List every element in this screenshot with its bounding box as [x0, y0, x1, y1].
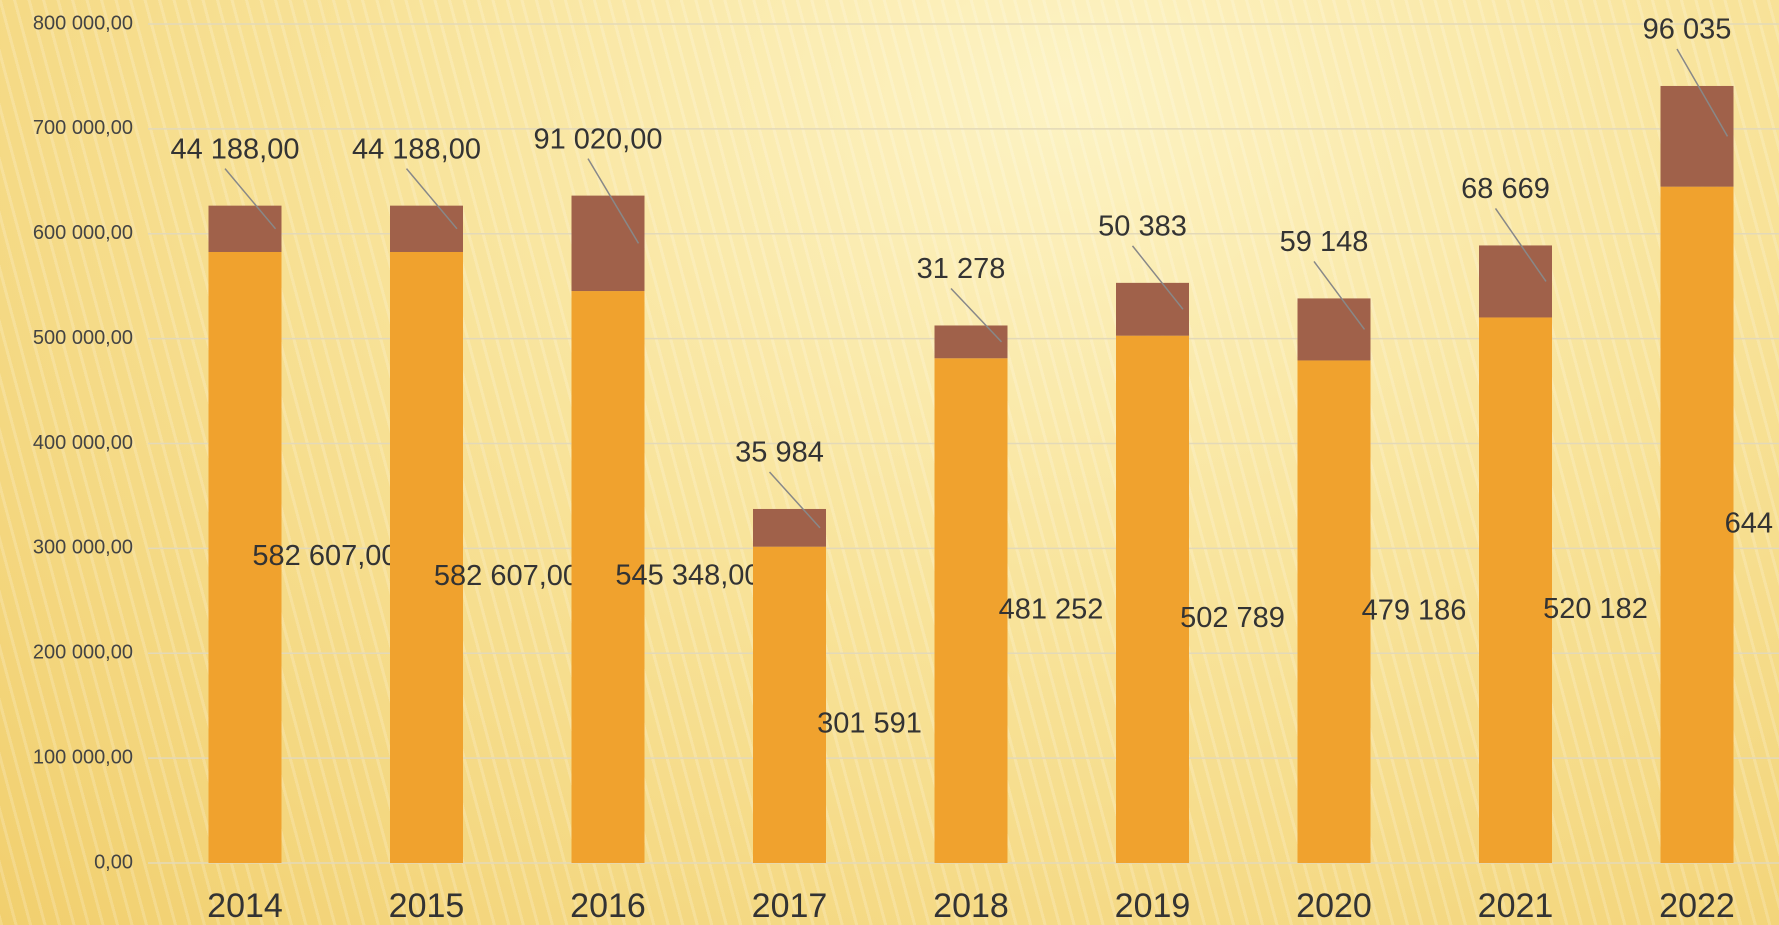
data-label: 502 789 — [1180, 602, 1285, 634]
x-tick-label: 2022 — [1659, 887, 1735, 925]
bar-segment — [1116, 282, 1189, 336]
data-label: 31 278 — [917, 253, 1006, 285]
y-tick-label: 500 000,00 — [33, 327, 133, 349]
data-label: 44 188,00 — [352, 133, 481, 165]
y-tick-label: 200 000,00 — [33, 642, 133, 664]
y-tick-label: 400 000,00 — [33, 432, 133, 454]
x-tick-label: 2020 — [1296, 887, 1372, 925]
leader-line — [1131, 245, 1184, 310]
bar-segment — [1479, 245, 1552, 318]
bar-segment — [934, 358, 1008, 863]
bar-segment — [1297, 360, 1371, 863]
data-label: 59 148 — [1280, 226, 1369, 258]
x-tick-label: 2017 — [752, 887, 828, 925]
bar-segment — [390, 205, 463, 252]
x-tick-label: 2016 — [570, 887, 646, 925]
bar-segment — [390, 251, 463, 863]
bar-segment — [1660, 186, 1734, 864]
data-label: 479 186 — [1362, 594, 1467, 626]
leader-line — [224, 168, 277, 230]
x-tick-label: 2018 — [933, 887, 1009, 925]
bar-segment — [934, 325, 1008, 359]
data-label: 44 188,00 — [170, 133, 299, 165]
data-label: 91 020,00 — [533, 123, 662, 155]
y-tick-label: 300 000,00 — [33, 537, 133, 559]
y-tick-label: 700 000,00 — [33, 117, 133, 139]
bar-segment — [1297, 298, 1371, 361]
bar-segment — [753, 508, 826, 547]
y-tick-label: 0,00 — [94, 851, 133, 873]
data-label: 96 035 — [1643, 14, 1732, 46]
y-tick-label: 100 000,00 — [33, 746, 133, 768]
leader-line — [768, 471, 821, 529]
x-tick-label: 2015 — [389, 887, 465, 925]
data-label: 582 607,00 — [252, 540, 397, 572]
bar-segment — [208, 205, 282, 252]
bar-segment — [1660, 85, 1734, 187]
leader-line — [1676, 48, 1729, 137]
data-label: 35 984 — [735, 437, 824, 469]
leader-line — [1313, 260, 1366, 330]
x-tick-label: 2019 — [1115, 887, 1191, 925]
y-tick-label: 800 000,00 — [33, 12, 133, 34]
bar-segment — [1116, 335, 1189, 863]
data-label: 545 348,00 — [615, 560, 760, 592]
data-label: 520 182 — [1543, 593, 1648, 625]
x-tick-label: 2021 — [1478, 887, 1554, 925]
bar-segment — [208, 251, 282, 863]
bar-segment — [1479, 317, 1552, 864]
data-label: 481 252 — [999, 593, 1104, 625]
bar-segment — [753, 546, 826, 863]
leader-line — [1494, 208, 1547, 282]
x-tick-label: 2014 — [207, 887, 283, 925]
leader-line — [950, 287, 1003, 343]
data-label: 582 607,00 — [434, 560, 579, 592]
bar-segment — [571, 291, 645, 863]
bar-segment — [571, 195, 645, 292]
data-label: 644 882 — [1725, 507, 1779, 539]
y-tick-label: 600 000,00 — [33, 222, 133, 244]
data-label: 50 383 — [1098, 211, 1187, 243]
leader-line — [587, 158, 640, 244]
data-label: 301 591 — [817, 708, 922, 740]
leader-line — [405, 168, 458, 230]
data-label: 68 669 — [1461, 173, 1550, 205]
